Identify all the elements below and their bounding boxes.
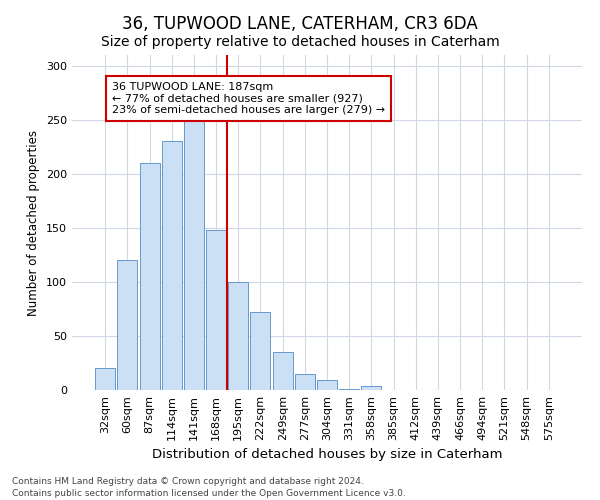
Y-axis label: Number of detached properties: Number of detached properties — [28, 130, 40, 316]
Bar — [361, 386, 382, 390]
Text: 36, TUPWOOD LANE, CATERHAM, CR3 6DA: 36, TUPWOOD LANE, CATERHAM, CR3 6DA — [122, 15, 478, 33]
Bar — [162, 142, 182, 390]
Bar — [250, 312, 271, 390]
Text: Size of property relative to detached houses in Caterham: Size of property relative to detached ho… — [101, 35, 499, 49]
Text: Contains HM Land Registry data © Crown copyright and database right 2024.
Contai: Contains HM Land Registry data © Crown c… — [12, 476, 406, 498]
Bar — [140, 163, 160, 390]
X-axis label: Distribution of detached houses by size in Caterham: Distribution of detached houses by size … — [152, 448, 502, 462]
Bar — [118, 260, 137, 390]
Bar — [339, 389, 359, 390]
Bar — [184, 120, 204, 390]
Bar — [95, 368, 115, 390]
Bar — [228, 282, 248, 390]
Bar — [206, 230, 226, 390]
Text: 36 TUPWOOD LANE: 187sqm
← 77% of detached houses are smaller (927)
23% of semi-d: 36 TUPWOOD LANE: 187sqm ← 77% of detache… — [112, 82, 385, 115]
Bar — [272, 352, 293, 390]
Bar — [317, 380, 337, 390]
Bar — [295, 374, 315, 390]
